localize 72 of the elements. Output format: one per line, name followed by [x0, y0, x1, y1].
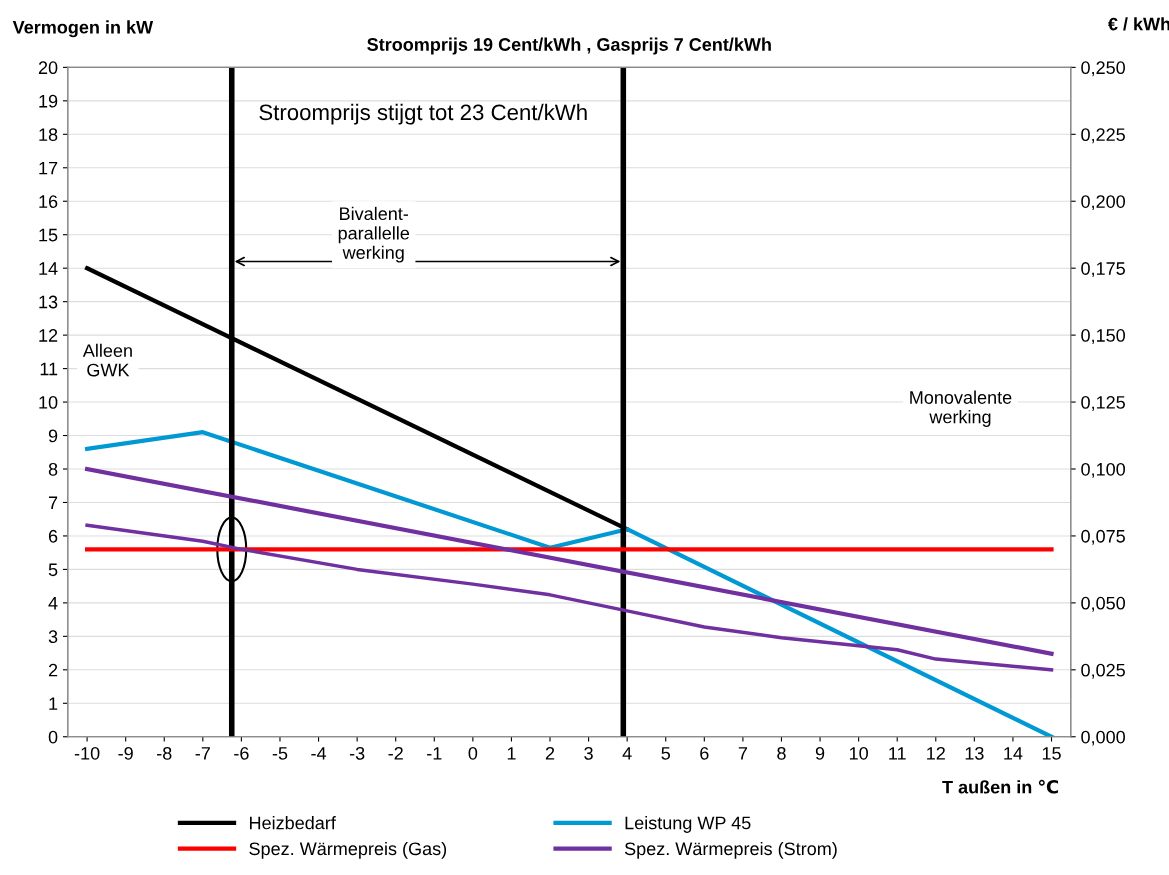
y-tick-label: 11 — [40, 362, 58, 376]
y2-tick-label: 0,175 — [1081, 262, 1125, 278]
x-tick-label: 2 — [545, 746, 555, 760]
y2-axis-title: € / kWh — [1107, 17, 1169, 31]
y-tick-label: 19 — [39, 94, 58, 108]
x-tick-label: 13 — [965, 746, 984, 760]
x-tick-label: 7 — [738, 747, 748, 760]
x-tick-label: 12 — [927, 746, 945, 760]
x-tick-label: -2 — [388, 746, 403, 760]
y-axis-title: Vermogen in kW — [12, 20, 154, 38]
y-tick-label: 1 — [49, 697, 58, 710]
y2-tick-label: 0,050 — [1081, 596, 1125, 612]
y2-tick-label: 0,225 — [1081, 128, 1125, 144]
x-tick-label: -5 — [272, 747, 288, 760]
x-tick-label: 9 — [815, 746, 825, 760]
y-tick-label: 0 — [48, 730, 58, 744]
x-tick-label: -8 — [157, 746, 172, 760]
x-tick-label: 6 — [700, 746, 709, 760]
y-tick-label: 14 — [39, 262, 58, 275]
annotation: Monovalente werking — [910, 390, 1012, 427]
line-series — [85, 523, 1054, 672]
annotation: Bivalent- parallelle werking — [338, 206, 410, 263]
x-tick-label: 3 — [584, 746, 593, 760]
legend-label: Spez. Wärmepreis (Strom) — [624, 841, 837, 859]
legend-label: Spez. Wärmepreis (Gas) — [249, 841, 447, 859]
legend-label: Leistung WP 45 — [625, 816, 751, 833]
y-tick-label: 2 — [48, 663, 58, 677]
x-tick-label: 0 — [468, 746, 478, 760]
y-tick-label: 13 — [39, 295, 58, 309]
x-tick-label: -6 — [234, 746, 249, 760]
x-tick-label: -10 — [74, 746, 100, 760]
y2-tick-label: 0,025 — [1081, 663, 1125, 679]
y-tick-label: 8 — [48, 462, 58, 476]
annotation: Alleen GWK — [82, 343, 132, 377]
y-tick-label: 20 — [38, 61, 58, 75]
chart-title: Stroomprijs 19 Cent/kWh , Gasprijs 7 Cent/kWh — [367, 37, 771, 55]
y-tick-label: 4 — [48, 597, 58, 610]
x-tick-label: -7 — [195, 747, 210, 760]
x-axis-title: T außen in ℃ — [942, 779, 1059, 794]
y2-tick-label: 0,000 — [1081, 730, 1125, 746]
y2-tick-label: 0,075 — [1081, 529, 1125, 545]
y-tick-label: 6 — [48, 529, 58, 543]
y-tick-label: 15 — [39, 228, 58, 242]
x-tick-label: 14 — [1004, 747, 1023, 760]
y2-tick-label: 0,250 — [1081, 61, 1125, 77]
x-tick-label: 15 — [1042, 747, 1061, 760]
y2-tick-label: 0,125 — [1081, 396, 1125, 411]
x-tick-label: 8 — [777, 746, 786, 760]
line-series — [85, 430, 1054, 737]
y-tick-label: 5 — [48, 563, 58, 577]
y-tick-label: 16 — [39, 195, 58, 208]
x-tick-label: -4 — [311, 747, 327, 760]
legend-label: Heizbedarf — [250, 816, 336, 830]
y-tick-label: 3 — [48, 630, 58, 644]
annotation: Stroomprijs stijgt tot 23 Cent/kWh — [259, 103, 587, 125]
y2-tick-label: 0,200 — [1081, 195, 1125, 211]
x-tick-label: -3 — [349, 746, 365, 760]
x-tick-label: 4 — [622, 747, 632, 760]
y-tick-label: 12 — [39, 329, 58, 342]
x-tick-label: 11 — [889, 747, 906, 760]
y2-tick-label: 0,100 — [1081, 462, 1125, 478]
y-tick-label: 10 — [39, 396, 58, 409]
y-tick-label: 7 — [48, 496, 58, 510]
x-tick-label: -9 — [118, 746, 133, 760]
y2-tick-label: 0,150 — [1081, 329, 1125, 344]
x-tick-label: 10 — [849, 746, 868, 760]
y-tick-label: 17 — [39, 161, 58, 175]
x-tick-label: -1 — [427, 747, 442, 760]
y-tick-label: 18 — [39, 128, 58, 142]
x-tick-label: 1 — [507, 747, 516, 760]
y-tick-label: 9 — [48, 429, 58, 443]
x-tick-label: 5 — [661, 747, 671, 760]
